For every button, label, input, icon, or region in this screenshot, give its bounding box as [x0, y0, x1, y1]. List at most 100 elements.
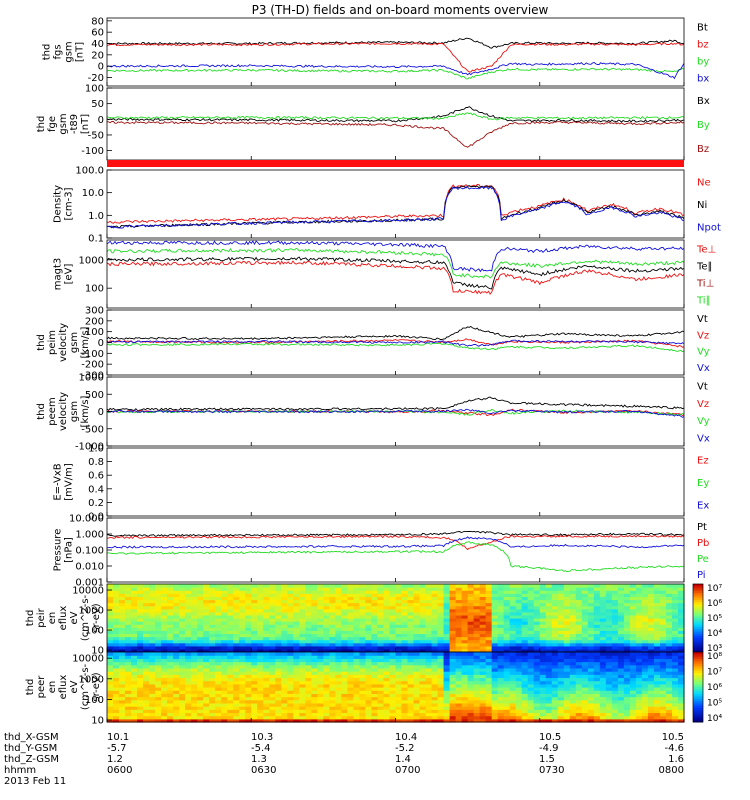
- heatmap-cell: [533, 712, 541, 717]
- heatmap-cell: [443, 614, 451, 619]
- heatmap-cell: [455, 687, 463, 691]
- heatmap-cell: [587, 642, 595, 647]
- heatmap-cell: [137, 658, 144, 663]
- heatmap-cell: [275, 706, 282, 710]
- heatmap-cell: [671, 667, 679, 672]
- heatmap-cell: [437, 614, 445, 619]
- heatmap-cell: [671, 661, 679, 666]
- heatmap-cell: [191, 715, 198, 720]
- heatmap-cell: [155, 712, 162, 717]
- colorbar-swatch: [693, 602, 703, 605]
- heatmap-cell: [263, 596, 270, 601]
- heatmap-cell: [317, 655, 324, 659]
- heatmap-cell: [497, 690, 505, 694]
- heatmap-cell: [509, 680, 517, 685]
- heatmap-cell: [401, 671, 409, 675]
- heatmap-cell: [209, 690, 216, 694]
- heatmap-cell: [401, 645, 409, 650]
- heatmap-cell: [413, 630, 421, 635]
- heatmap-cell: [671, 687, 679, 691]
- heatmap-cell: [545, 627, 553, 631]
- heatmap-cell: [125, 621, 132, 625]
- x-tick-value: -5.7: [107, 743, 127, 754]
- heatmap-cell: [329, 696, 336, 701]
- heatmap-cell: [473, 645, 481, 650]
- heatmap-cell: [443, 690, 451, 694]
- heatmap-cell: [473, 715, 481, 720]
- heatmap-cell: [341, 671, 349, 675]
- heatmap-cell: [215, 627, 222, 631]
- heatmap-cell: [419, 614, 427, 619]
- heatmap-cell: [347, 608, 355, 613]
- heatmap-cell: [239, 718, 246, 723]
- heatmap-cell: [647, 621, 655, 625]
- heatmap-cell: [443, 648, 451, 653]
- heatmap-cell: [203, 633, 210, 638]
- heatmap-cell: [665, 709, 673, 714]
- heatmap-cell: [587, 706, 595, 710]
- heatmap-cell: [413, 658, 421, 663]
- heatmap-cell: [383, 611, 391, 616]
- heatmap-cell: [347, 664, 355, 669]
- heatmap-cell: [347, 614, 355, 619]
- colorbar-tick-label: 10⁷: [707, 668, 722, 678]
- heatmap-cell: [179, 599, 186, 604]
- heatmap-cell: [575, 627, 583, 631]
- heatmap-cell: [425, 671, 433, 675]
- heatmap-cell: [539, 611, 547, 616]
- heatmap-cell: [329, 683, 336, 688]
- heatmap-cell: [527, 599, 535, 604]
- y-axis-label-line: Pressure: [53, 529, 64, 572]
- heatmap-cell: [569, 590, 577, 594]
- heatmap-cell: [167, 614, 174, 619]
- heatmap-cell: [389, 658, 397, 663]
- heatmap-cell: [203, 608, 210, 613]
- heatmap-cell: [587, 605, 595, 610]
- heatmap-cell: [497, 642, 505, 647]
- heatmap-cell: [245, 596, 252, 601]
- heatmap-cell: [359, 687, 367, 691]
- heatmap-cell: [275, 636, 282, 641]
- heatmap-cell: [353, 630, 361, 635]
- heatmap-cell: [179, 584, 186, 588]
- heatmap-cell: [527, 621, 535, 625]
- heatmap-cell: [209, 693, 216, 698]
- heatmap-cell: [419, 696, 427, 701]
- heatmap-cell: [467, 715, 475, 720]
- heatmap-cell: [677, 590, 685, 594]
- heatmap-cell: [521, 693, 529, 698]
- heatmap-cell: [413, 715, 421, 720]
- heatmap-cell: [515, 636, 523, 641]
- heatmap-cell: [227, 671, 234, 675]
- heatmap-cell: [197, 715, 204, 720]
- heatmap-cell: [455, 706, 463, 710]
- heatmap-cell: [281, 611, 288, 616]
- heatmap-cell: [551, 706, 559, 710]
- heatmap-cell: [155, 683, 162, 688]
- heatmap-cell: [149, 633, 156, 638]
- heatmap-cell: [233, 715, 240, 720]
- heatmap-cell: [383, 712, 391, 717]
- heatmap-cell: [563, 599, 571, 604]
- heatmap-cell: [653, 639, 661, 644]
- heatmap-cell: [125, 652, 132, 656]
- heatmap-cell: [251, 712, 258, 717]
- heatmap-cell: [215, 696, 222, 701]
- heatmap-cell: [209, 696, 216, 701]
- heatmap-cell: [119, 664, 126, 669]
- heatmap-cell: [503, 636, 511, 641]
- colorbar-swatch: [693, 618, 703, 621]
- heatmap-cell: [347, 680, 355, 685]
- heatmap-cell: [599, 699, 607, 704]
- heatmap-cell: [563, 709, 571, 714]
- heatmap-cell: [323, 614, 330, 619]
- heatmap-cell: [569, 683, 577, 688]
- heatmap-cell: [203, 627, 210, 631]
- colorbar-swatch: [693, 654, 703, 658]
- heatmap-cell: [557, 699, 565, 704]
- heatmap-cell: [515, 661, 523, 666]
- heatmap-cell: [575, 664, 583, 669]
- heatmap-cell: [377, 715, 385, 720]
- series-line: [106, 247, 685, 279]
- colorbar-swatch: [693, 604, 703, 608]
